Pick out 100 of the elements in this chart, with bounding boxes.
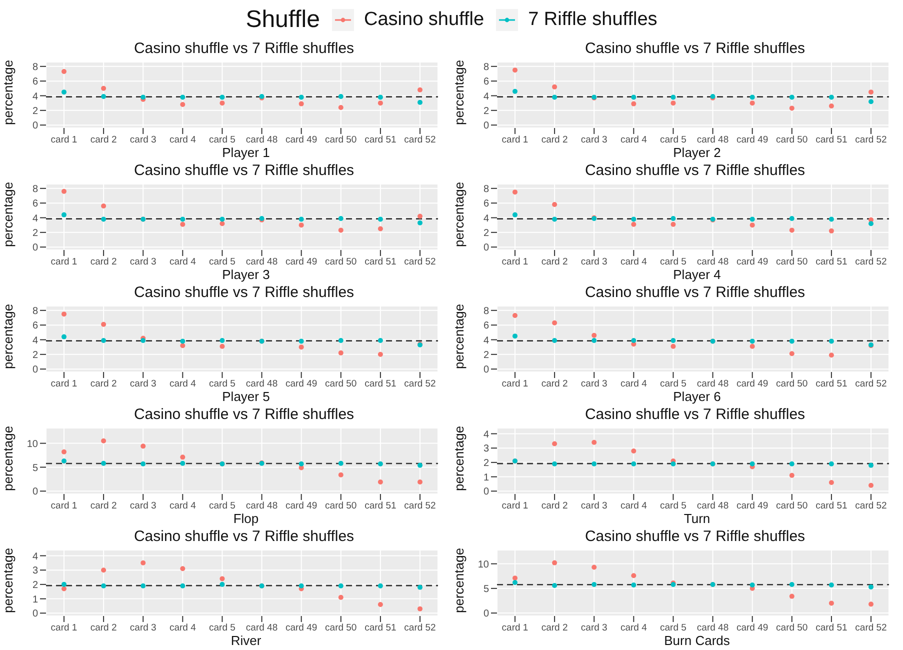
x-tick-label: card 1: [502, 622, 528, 634]
x-tick-label: card 1: [50, 378, 78, 390]
x-tick-label: card 51: [816, 622, 848, 634]
point: [789, 338, 794, 344]
x-tick-label: card 51: [364, 256, 396, 268]
x-tick-label: card 1: [502, 500, 528, 512]
point: [101, 438, 106, 444]
y-tick-label: 0: [32, 120, 38, 132]
point: [418, 584, 422, 590]
y-tick-label: 6: [32, 320, 38, 332]
x-tick-label: card 50: [325, 500, 357, 512]
x-tick-label: card 2: [90, 378, 117, 390]
point: [670, 222, 676, 227]
point: [62, 69, 66, 74]
y-tick-label: 8: [483, 306, 490, 317]
y-tick-label: 6: [32, 76, 38, 88]
point: [298, 461, 304, 466]
y-axis-title: percentage: [452, 548, 467, 613]
y-tick-label: 0: [32, 242, 38, 254]
x-tick-label: card 1: [502, 378, 528, 390]
point: [338, 460, 344, 466]
point: [750, 222, 755, 228]
y-tick-label: 0: [483, 120, 490, 132]
x-tick-label: card 2: [90, 256, 117, 268]
point: [592, 564, 597, 570]
point: [789, 594, 794, 599]
x-tick-label: card 3: [580, 256, 608, 268]
x-axis-title: Player 4: [672, 266, 722, 284]
y-tick-label: 2: [32, 106, 38, 117]
x-tick-label: card 4: [620, 378, 647, 390]
point: [101, 568, 106, 573]
x-axis-title: Player 3: [221, 266, 271, 284]
x-axis-title: Turn: [682, 510, 712, 528]
x-tick-label: card 3: [580, 622, 608, 634]
point: [101, 216, 106, 222]
point: [338, 350, 344, 356]
x-tick-label: card 48: [696, 622, 729, 634]
point: [378, 583, 383, 588]
x-tick-label: card 52: [404, 134, 436, 146]
x-tick-label: card 4: [169, 500, 196, 512]
point: [62, 334, 66, 340]
x-tick-label: card 50: [325, 256, 357, 268]
point: [180, 343, 186, 348]
x-tick-label: card 2: [541, 378, 568, 390]
x-tick-label: card 48: [696, 256, 729, 268]
point: [512, 212, 518, 218]
y-tick-label: 3: [483, 444, 490, 455]
point: [828, 104, 834, 108]
point: [180, 566, 186, 572]
point: [828, 228, 834, 234]
point: [338, 94, 344, 99]
y-axis-title: percentage: [0, 304, 16, 369]
x-tick-label: card 50: [776, 256, 808, 268]
point: [789, 351, 794, 356]
x-tick-label: card 1: [50, 622, 78, 634]
x-tick-label: card 2: [90, 622, 117, 634]
point: [101, 204, 106, 208]
x-tick-label: card 3: [580, 378, 608, 390]
x-tick-label: card 4: [169, 134, 196, 146]
point: [62, 312, 66, 317]
point: [418, 480, 422, 485]
point: [789, 106, 794, 111]
point: [868, 584, 874, 590]
y-tick-label: 10: [26, 438, 38, 450]
legend-label: Casino shuffle: [364, 9, 484, 31]
point: [180, 460, 186, 466]
chart-title: Casino shuffle vs 7 Riffle shuffles: [132, 40, 356, 58]
x-tick-label: card 51: [816, 256, 848, 268]
x-tick-label: card 48: [246, 134, 278, 146]
y-tick-label: 4: [483, 213, 490, 224]
x-tick-label: card 52: [855, 378, 887, 390]
x-tick-label: card 48: [246, 256, 278, 268]
y-tick-label: 2: [483, 106, 490, 117]
y-axis-title: percentage: [452, 182, 467, 247]
point: [180, 454, 186, 460]
point: [418, 462, 422, 468]
x-tick-label: card 51: [816, 378, 848, 390]
point: [378, 226, 383, 232]
chart-title: Casino shuffle vs 7 Riffle shuffles: [132, 406, 356, 424]
point: [592, 461, 597, 466]
y-tick-label: 10: [478, 559, 490, 570]
point: [670, 344, 676, 349]
x-tick-label: card 49: [736, 134, 768, 146]
point: [338, 472, 344, 478]
y-tick-label: 1: [483, 472, 490, 484]
point: [180, 94, 186, 100]
point: [220, 100, 225, 106]
x-tick-label: card 1: [502, 256, 528, 268]
point: [101, 460, 106, 466]
x-tick-label: card 49: [285, 134, 318, 146]
point: [670, 216, 676, 221]
x-tick-label: card 2: [541, 256, 568, 268]
point: [62, 188, 66, 194]
y-tick-label: 0: [483, 364, 490, 376]
y-tick-label: 0: [32, 364, 38, 376]
point: [750, 338, 755, 344]
point: [62, 458, 66, 464]
x-tick-label: card 52: [404, 500, 436, 512]
x-tick-label: card 5: [209, 500, 236, 512]
point: [180, 102, 186, 108]
